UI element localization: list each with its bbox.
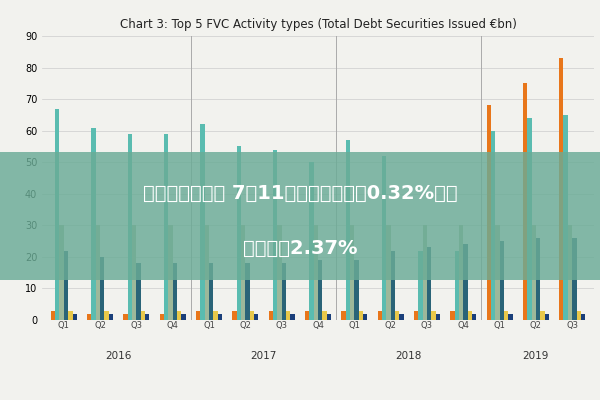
- Bar: [504, 310, 508, 320]
- Bar: [400, 314, 404, 320]
- Bar: [104, 310, 109, 320]
- Bar: [327, 314, 331, 320]
- Bar: [500, 241, 504, 320]
- Text: 2017: 2017: [250, 350, 277, 360]
- Bar: [68, 310, 73, 320]
- Bar: [427, 248, 431, 320]
- Bar: [136, 263, 141, 320]
- Bar: [450, 310, 455, 320]
- Bar: [254, 314, 259, 320]
- Bar: [173, 263, 177, 320]
- Bar: [318, 260, 322, 320]
- Bar: [214, 310, 218, 320]
- Bar: [572, 238, 577, 320]
- Bar: [527, 118, 532, 320]
- Bar: [209, 263, 214, 320]
- Bar: [350, 225, 355, 320]
- Bar: [164, 134, 169, 320]
- Bar: [64, 250, 68, 320]
- Text: 2019: 2019: [523, 350, 549, 360]
- Bar: [472, 314, 476, 320]
- Bar: [346, 140, 350, 320]
- Bar: [459, 225, 463, 320]
- Bar: [563, 115, 568, 320]
- Bar: [581, 314, 585, 320]
- Bar: [218, 314, 222, 320]
- Bar: [322, 310, 327, 320]
- Text: 2016: 2016: [105, 350, 131, 360]
- Bar: [341, 310, 346, 320]
- Bar: [91, 128, 96, 320]
- Bar: [87, 314, 91, 320]
- Bar: [100, 257, 104, 320]
- Bar: [132, 225, 136, 320]
- Bar: [455, 250, 459, 320]
- Bar: [363, 314, 367, 320]
- Bar: [109, 314, 113, 320]
- Bar: [241, 225, 245, 320]
- Bar: [540, 310, 545, 320]
- Bar: [568, 225, 572, 320]
- Bar: [382, 156, 386, 320]
- Bar: [309, 162, 314, 320]
- Text: 2018: 2018: [395, 350, 422, 360]
- Bar: [467, 310, 472, 320]
- Bar: [169, 225, 173, 320]
- Bar: [495, 225, 500, 320]
- Title: Chart 3: Top 5 FVC Activity types (Total Debt Securities Issued €bn): Chart 3: Top 5 FVC Activity types (Total…: [119, 18, 517, 31]
- Bar: [196, 310, 200, 320]
- Text: 股溢价獵2.37%: 股溢价獵2.37%: [243, 238, 357, 258]
- Bar: [73, 314, 77, 320]
- Bar: [232, 310, 236, 320]
- Bar: [181, 314, 186, 320]
- Bar: [177, 310, 181, 320]
- Bar: [59, 225, 64, 320]
- Bar: [277, 225, 281, 320]
- Bar: [281, 263, 286, 320]
- Bar: [51, 310, 55, 320]
- Bar: [359, 310, 363, 320]
- Bar: [269, 310, 273, 320]
- Bar: [422, 225, 427, 320]
- Bar: [532, 225, 536, 320]
- Bar: [273, 150, 277, 320]
- Bar: [250, 310, 254, 320]
- Bar: [463, 244, 467, 320]
- Bar: [160, 314, 164, 320]
- Bar: [305, 310, 309, 320]
- Bar: [523, 83, 527, 320]
- Bar: [508, 314, 512, 320]
- Bar: [128, 134, 132, 320]
- Bar: [145, 314, 149, 320]
- Bar: [487, 106, 491, 320]
- Bar: [536, 238, 540, 320]
- Bar: [124, 314, 128, 320]
- Bar: [491, 131, 495, 320]
- Bar: [391, 250, 395, 320]
- Bar: [436, 314, 440, 320]
- Bar: [290, 314, 295, 320]
- Bar: [414, 310, 418, 320]
- Bar: [314, 225, 318, 320]
- Bar: [355, 260, 359, 320]
- Bar: [236, 146, 241, 320]
- Bar: [286, 310, 290, 320]
- Bar: [141, 310, 145, 320]
- Bar: [377, 310, 382, 320]
- Bar: [200, 124, 205, 320]
- Bar: [96, 225, 100, 320]
- Bar: [559, 58, 563, 320]
- Bar: [386, 225, 391, 320]
- Text: 配资炒股违法吗 7月11日新化转债下跌0.32%，转: 配资炒股违法吗 7月11日新化转债下跌0.32%，转: [143, 184, 457, 202]
- Bar: [577, 310, 581, 320]
- Bar: [545, 314, 549, 320]
- Bar: [431, 310, 436, 320]
- Bar: [205, 225, 209, 320]
- Bar: [55, 108, 59, 320]
- Bar: [418, 250, 422, 320]
- Bar: [245, 263, 250, 320]
- Bar: [395, 310, 400, 320]
